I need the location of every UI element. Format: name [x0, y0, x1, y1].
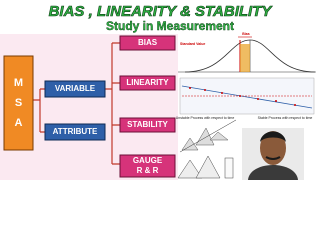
msa-box	[3, 55, 34, 151]
unstable-note: Unstable Process with respect to time	[176, 116, 235, 120]
gauge-label: GAUGE	[133, 156, 163, 165]
bias-chart	[178, 36, 316, 73]
linearity-label: LINEARITY	[126, 78, 169, 87]
bias-box	[119, 35, 176, 51]
bias-annotation: Bias	[242, 32, 249, 36]
standard-value: Standard Value	[180, 42, 205, 46]
variable-label: VARIABLE	[55, 84, 96, 93]
gauge-chart	[177, 155, 234, 179]
presenter-photo	[242, 128, 304, 180]
attribute-label: ATTRIBUTE	[53, 127, 98, 136]
variable-box	[44, 80, 106, 98]
rr-label: R & R	[137, 166, 159, 175]
title: BIAS , LINEARITY & STABILITY	[49, 3, 274, 20]
subtitle: Study in Measurement	[106, 19, 234, 33]
linearity-chart	[179, 77, 315, 115]
thumbnail: BIAS , LINEARITY & STABILITY Study in Me…	[0, 2, 316, 180]
attribute-box	[44, 123, 106, 141]
gauge-box	[119, 154, 176, 178]
stable-note: Stable Process with respect to time	[258, 116, 313, 120]
bias-label: BIAS	[138, 38, 158, 47]
stability-label: STABILITY	[127, 120, 168, 129]
linearity-box	[119, 75, 176, 91]
connectors	[33, 42, 120, 165]
stability-box	[119, 117, 176, 133]
